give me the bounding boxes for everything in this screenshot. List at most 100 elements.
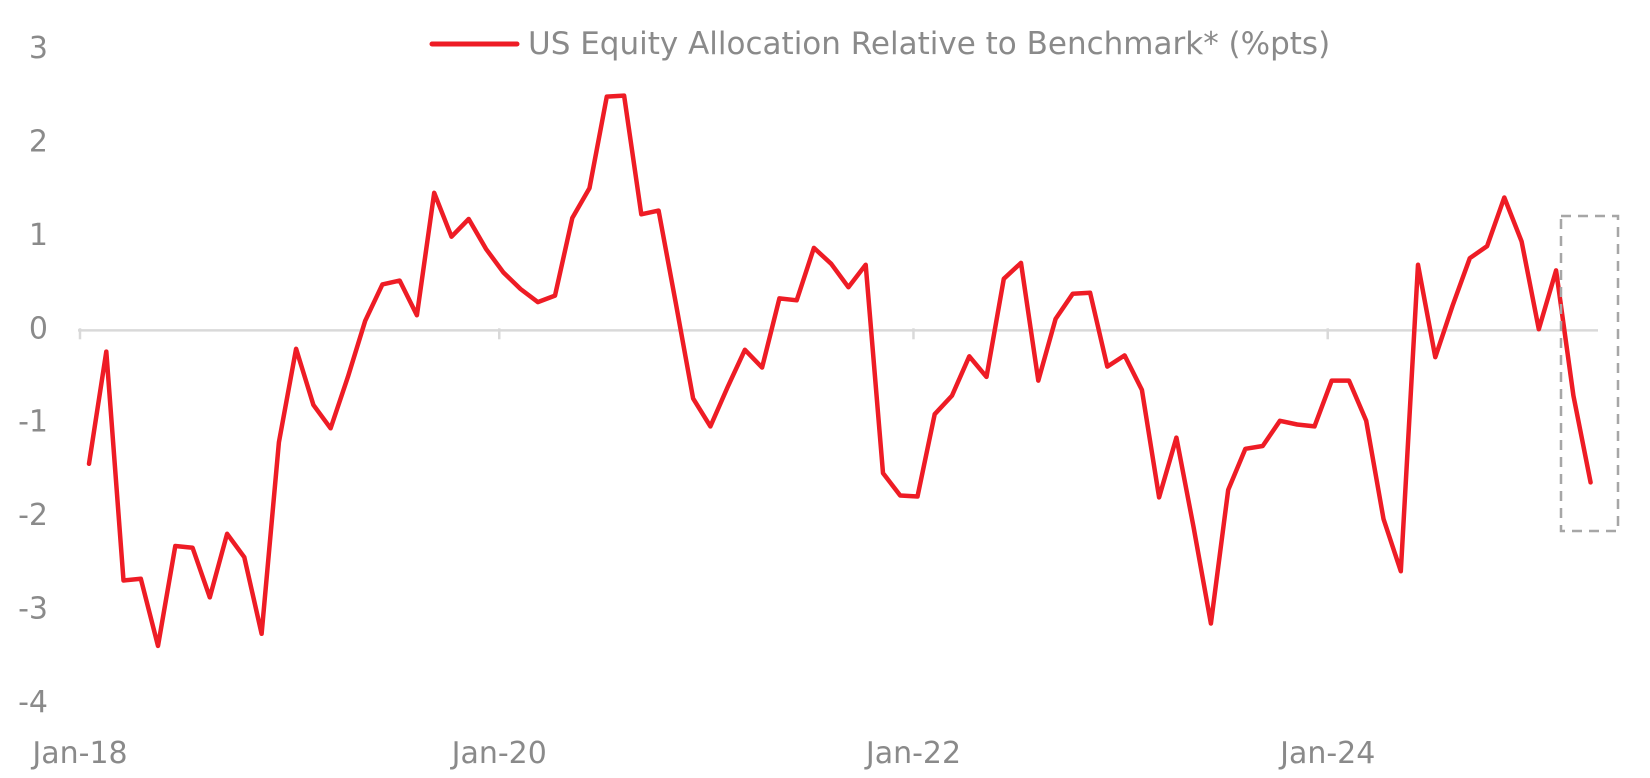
data-point [1537,327,1541,331]
data-point [225,532,229,536]
data-point [1589,480,1593,484]
data-point [864,263,868,267]
data-point [1295,423,1299,427]
data-point [1261,444,1265,448]
data-point [1520,239,1524,243]
series-line [86,93,1593,649]
data-point [1226,488,1230,492]
data-point [1485,244,1489,248]
data-point [760,366,764,370]
data-point [450,235,454,239]
data-point [916,495,920,499]
x-tick-label: Jan-22 [864,736,961,771]
data-point [122,579,126,583]
data-point [1382,517,1386,521]
data-point [1002,277,1006,281]
y-tick-label: -3 [18,592,48,627]
data-point [829,262,833,266]
data-point [570,216,574,220]
data-point [1088,291,1092,295]
data-point [1468,256,1472,260]
data-point [985,375,989,379]
data-point [1071,292,1075,296]
data-point [726,385,730,389]
data-point [173,544,177,548]
data-point [812,246,816,250]
data-point [294,347,298,351]
data-point [1278,419,1282,423]
data-point [950,394,954,398]
data-point [311,403,315,407]
y-axis-tick-labels: 3 2 1 0 -1 -2 -3 -4 [18,31,48,720]
data-point [380,282,384,286]
data-point [87,462,91,466]
data-point [1571,394,1575,398]
y-tick-label: -2 [18,498,48,533]
y-tick-label: 3 [29,31,48,66]
x-tick-label: Jan-20 [450,736,547,771]
data-point [795,298,799,302]
data-point [553,294,557,298]
data-point [1209,622,1213,626]
data-point [1330,379,1334,383]
data-point [363,319,367,323]
data-point [1192,525,1196,529]
data-point [1123,353,1127,357]
x-tick-label: Jan-18 [30,736,127,771]
data-point [657,209,661,213]
x-axis-tick-labels: Jan-18 Jan-20 Jan-22 Jan-24 [30,736,1375,771]
data-point [467,217,471,221]
series-layer [86,93,1593,649]
data-point [398,279,402,283]
data-point [277,440,281,444]
data-point [881,471,885,475]
data-point [1502,196,1506,200]
y-tick-label: 2 [29,124,48,159]
data-point [260,632,264,636]
data-point [1019,261,1023,265]
y-tick-label: 1 [29,218,48,253]
data-point [1243,447,1247,451]
data-point [777,296,781,300]
data-point [1347,379,1351,383]
data-point [346,375,350,379]
data-point [536,300,540,304]
data-point [415,313,419,317]
data-point [242,555,246,559]
data-point [329,426,333,430]
data-point [1105,365,1109,369]
data-point [1157,495,1161,499]
y-tick-label: 0 [29,311,48,346]
data-point [674,301,678,305]
data-point [605,95,609,99]
data-point [708,424,712,428]
data-point [432,191,436,195]
data-point [1554,268,1558,272]
data-point [639,212,643,216]
x-axis [78,328,1598,340]
data-point [933,412,937,416]
data-point [691,396,695,400]
data-point [191,546,195,550]
legend: US Equity Allocation Relative to Benchma… [429,26,1330,62]
y-tick-label: -4 [18,685,48,720]
data-point [1036,379,1040,383]
data-point [1054,317,1058,321]
legend-label: US Equity Allocation Relative to Benchma… [528,26,1330,62]
data-point [1140,388,1144,392]
data-point [1313,424,1317,428]
data-point [484,247,488,251]
data-point [967,354,971,358]
data-point [622,94,626,98]
data-point [1451,304,1455,308]
data-point [501,270,505,274]
data-point [588,186,592,190]
data-point [519,287,523,291]
x-tick-label: Jan-24 [1278,736,1375,771]
data-point [208,595,212,599]
data-point [1399,569,1403,573]
data-point [898,494,902,498]
highlight-box [1559,214,1620,533]
data-point [156,644,160,648]
